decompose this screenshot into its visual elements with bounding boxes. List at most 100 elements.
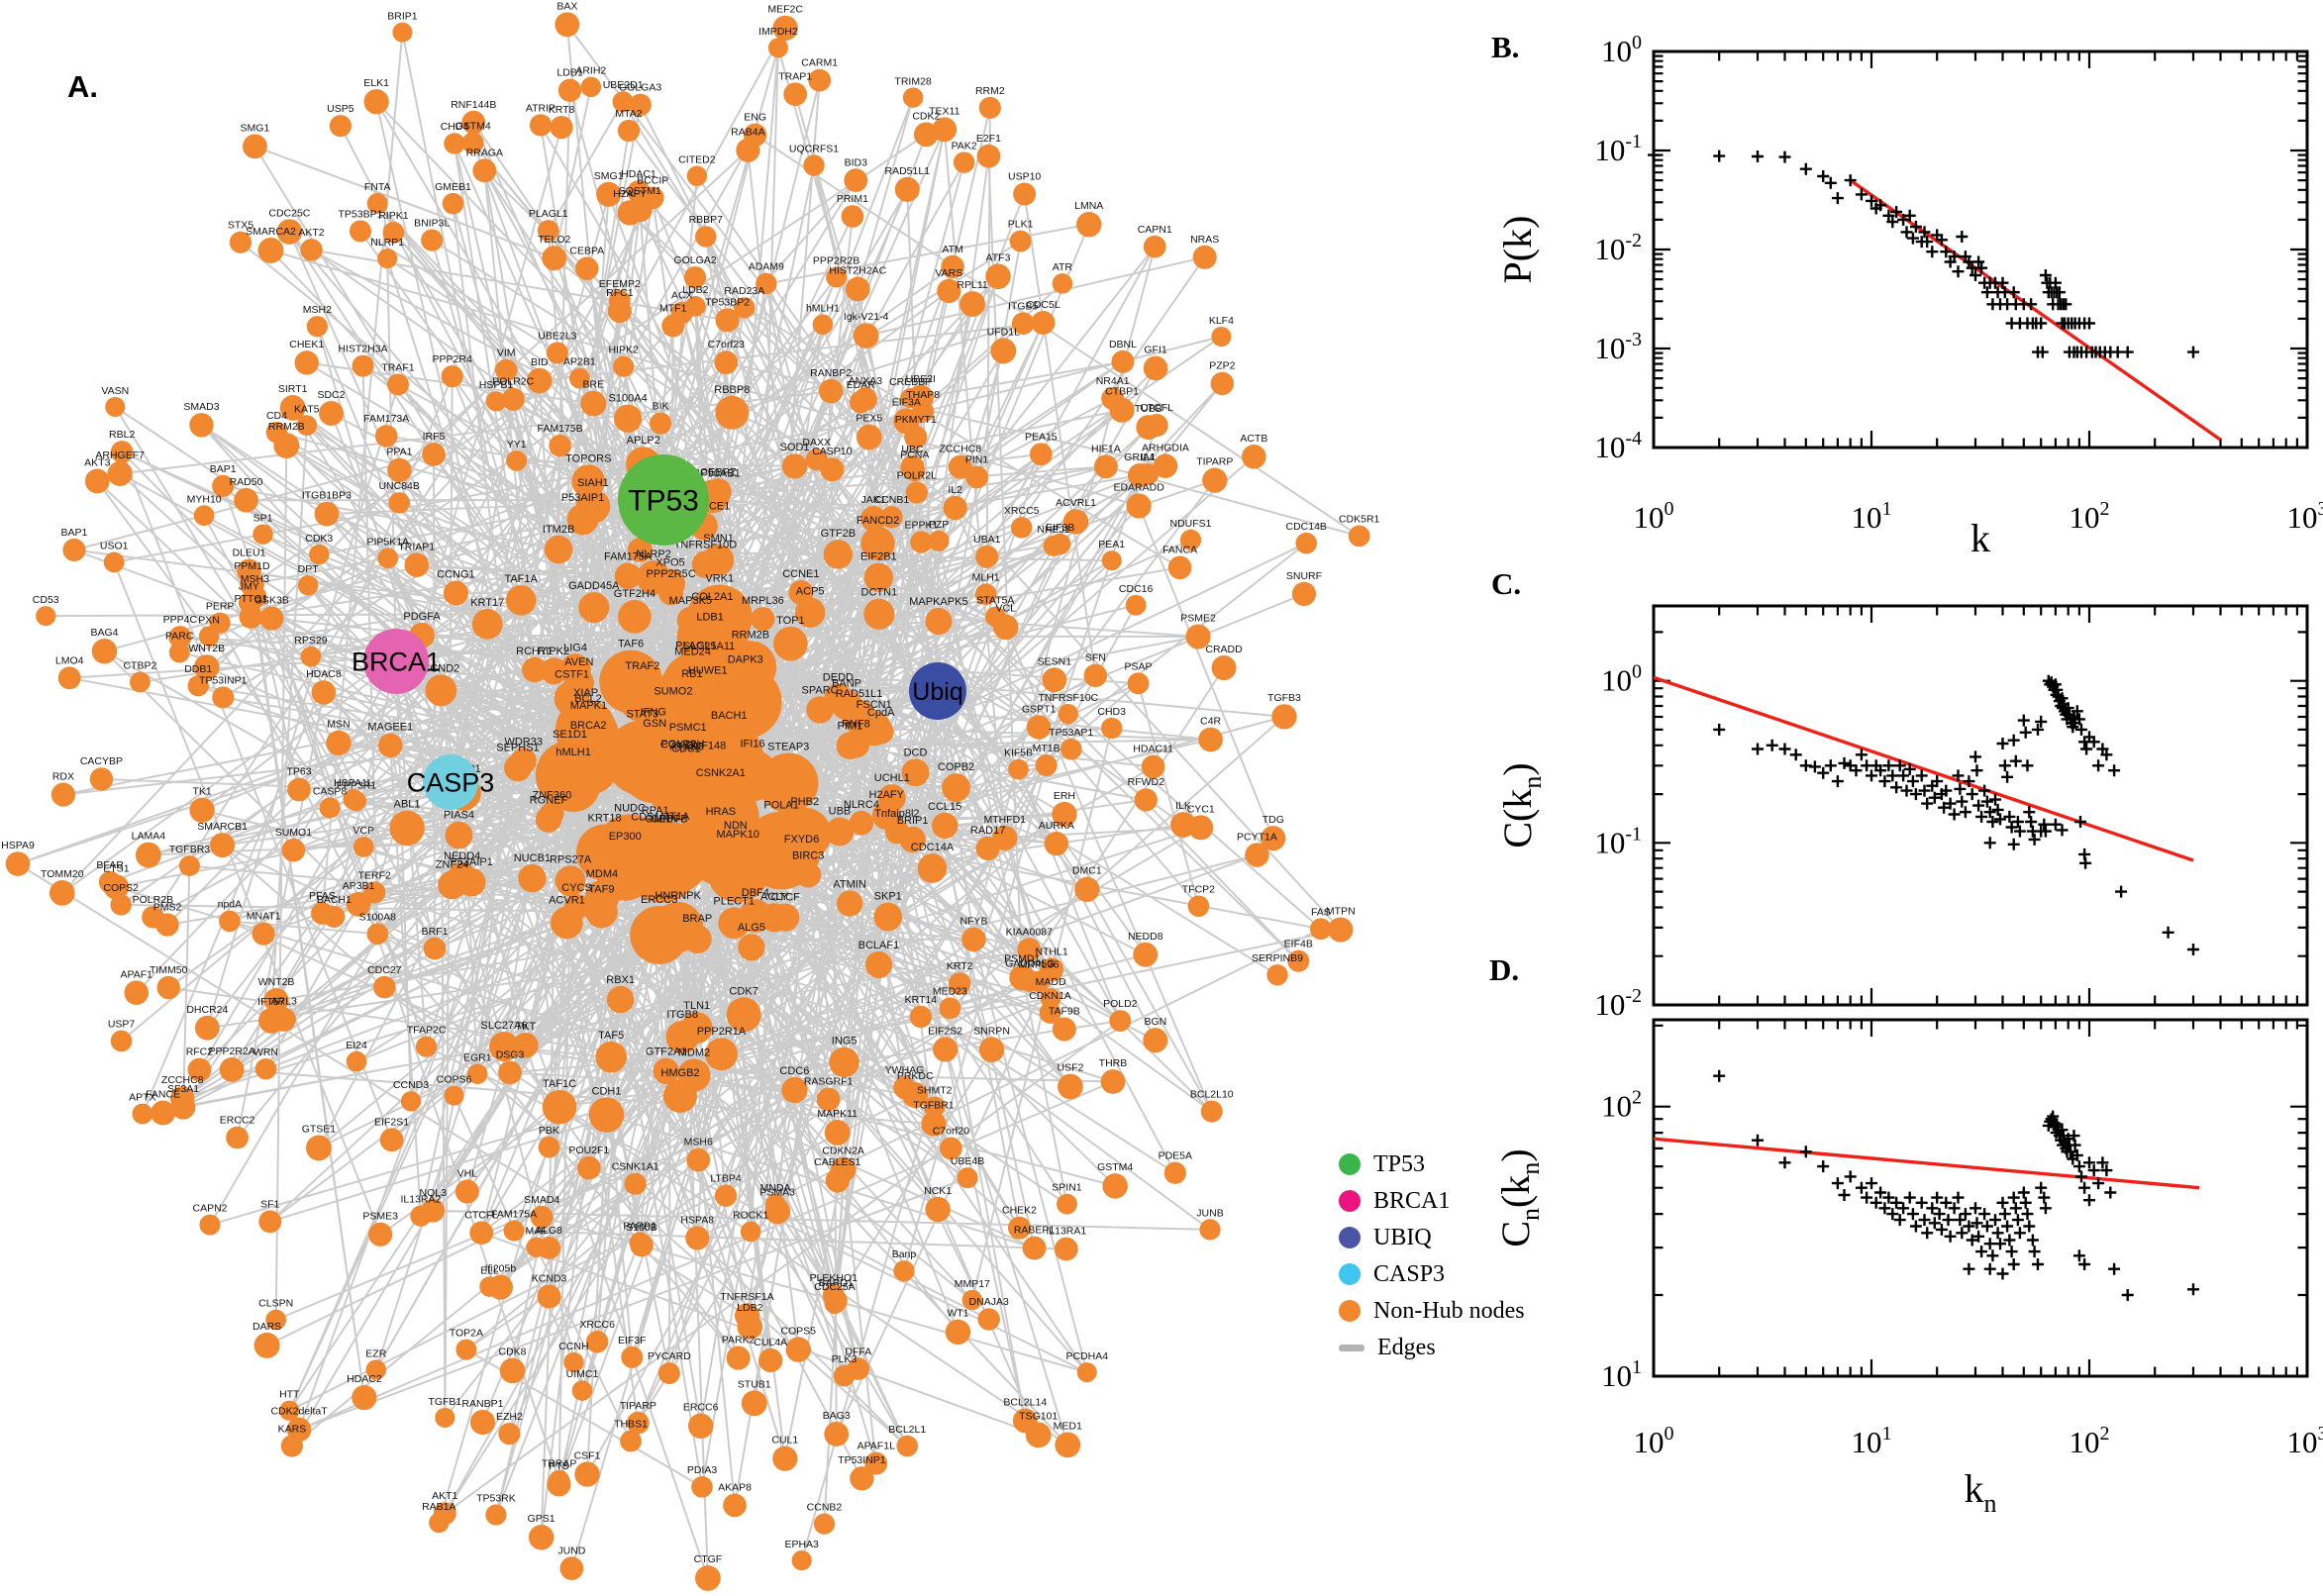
svg-text:PHB2: PHB2	[790, 796, 819, 808]
clustering-coefficient-chart: 100 10-1 10-2 C(kn)	[1495, 604, 2309, 1022]
hub-node-ubiq	[909, 662, 966, 720]
svg-text:LTBP4: LTBP4	[710, 1173, 741, 1185]
svg-text:MAPK10: MAPK10	[717, 829, 759, 841]
svg-text:PARC: PARC	[165, 631, 194, 643]
svg-text:TRRAP: TRRAP	[542, 1458, 577, 1470]
svg-text:GTF2H4: GTF2H4	[614, 588, 656, 600]
svg-text:IL2: IL2	[948, 484, 962, 496]
svg-text:ACLY: ACLY	[760, 891, 789, 903]
svg-text:CTCFL: CTCFL	[1140, 402, 1173, 414]
svg-text:NR4A1: NR4A1	[1096, 375, 1130, 387]
svg-text:PLAGL1: PLAGL1	[529, 208, 568, 220]
svg-text:CDS1: CDS1	[631, 812, 659, 824]
svg-text:NRAS: NRAS	[1190, 234, 1219, 246]
svg-text:DAPK3: DAPK3	[728, 653, 763, 665]
y-tick-label: 100	[1601, 32, 1642, 68]
svg-text:USF2: USF2	[1057, 1062, 1083, 1074]
svg-text:APTX: APTX	[129, 1092, 155, 1104]
svg-text:TAF9B: TAF9B	[1049, 1005, 1080, 1017]
svg-text:BRAP: BRAP	[682, 913, 712, 925]
x-tick-label: 101	[1852, 498, 1892, 535]
svg-text:JUNB: JUNB	[1196, 1207, 1223, 1219]
svg-text:CCNG1: CCNG1	[437, 569, 475, 581]
svg-text:BAG4: BAG4	[90, 627, 118, 639]
legend-item-brca1: BRCA1	[1339, 1187, 1525, 1215]
svg-text:SPARC: SPARC	[802, 684, 839, 696]
y-axis-title: Cn(kn)	[1493, 1148, 1545, 1247]
svg-text:IL4: IL4	[1141, 451, 1156, 463]
svg-text:NLRP2: NLRP2	[636, 549, 670, 560]
svg-text:ITM2B: ITM2B	[543, 524, 574, 536]
svg-text:RNF8: RNF8	[842, 719, 870, 731]
svg-text:CLSPN: CLSPN	[258, 1298, 293, 1310]
svg-text:RASGRF1: RASGRF1	[804, 1076, 854, 1088]
svg-text:SE1D1: SE1D1	[553, 729, 587, 741]
svg-text:TP53RK: TP53RK	[476, 1492, 516, 1504]
svg-text:PDGFA: PDGFA	[403, 611, 441, 623]
svg-text:HTT: HTT	[279, 1389, 300, 1401]
svg-text:MRPL36: MRPL36	[742, 595, 784, 607]
svg-text:TLN1: TLN1	[683, 1000, 710, 1012]
svg-text:COPS5: COPS5	[780, 1325, 816, 1337]
svg-text:BCLAF1: BCLAF1	[858, 940, 900, 951]
svg-text:TGFBR3: TGFBR3	[169, 844, 211, 855]
svg-text:FANCD2: FANCD2	[857, 515, 899, 527]
svg-text:PZP: PZP	[929, 519, 949, 531]
svg-text:AKT2: AKT2	[298, 227, 324, 239]
non-hub-nodes-group	[5, 12, 1370, 1591]
svg-text:PXN: PXN	[198, 614, 220, 626]
scatter-points	[1713, 1069, 2199, 1301]
svg-text:VCL: VCL	[996, 603, 1017, 615]
svg-text:RAB1A: RAB1A	[422, 1501, 455, 1513]
svg-text:EIF3F: EIF3F	[618, 1335, 647, 1347]
svg-text:AURKA: AURKA	[1039, 820, 1074, 832]
svg-text:RPL11: RPL11	[957, 279, 987, 291]
x-axis-title: k	[1970, 516, 1990, 560]
legend-label: Non-Hub nodes	[1373, 1298, 1525, 1324]
svg-text:USO1: USO1	[100, 541, 129, 552]
svg-text:TAF9: TAF9	[588, 884, 614, 896]
svg-text:BAG3: BAG3	[823, 1410, 851, 1422]
svg-text:SKP1: SKP1	[874, 891, 902, 903]
svg-text:TNFRSF10D: TNFRSF10D	[674, 539, 738, 550]
svg-text:CSNK1A1: CSNK1A1	[612, 1161, 659, 1173]
svg-text:RAD17: RAD17	[970, 825, 1005, 837]
svg-text:EZR: EZR	[365, 1347, 386, 1359]
svg-text:VCP: VCP	[353, 825, 374, 837]
svg-text:DHCR24: DHCR24	[186, 1004, 228, 1016]
svg-text:ABL1: ABL1	[394, 799, 421, 811]
svg-text:Igk-V21-4: Igk-V21-4	[844, 311, 889, 323]
hub-node-casp3	[423, 754, 478, 810]
svg-text:DBF4: DBF4	[742, 887, 769, 899]
svg-text:MSH3: MSH3	[241, 573, 269, 585]
svg-text:PSME2: PSME2	[1180, 612, 1216, 624]
svg-text:KCND3: KCND3	[532, 1273, 567, 1285]
svg-text:GSK3B: GSK3B	[254, 594, 289, 606]
svg-text:TP63: TP63	[286, 766, 311, 778]
svg-text:SQSTM1: SQSTM1	[619, 185, 661, 197]
svg-text:MED23: MED23	[933, 986, 967, 998]
svg-text:PARK2: PARK2	[722, 1335, 756, 1347]
svg-text:MAPK1: MAPK1	[570, 700, 607, 712]
svg-text:PPA1: PPA1	[386, 447, 412, 458]
svg-text:SMN1: SMN1	[703, 533, 734, 545]
svg-text:FAM175A: FAM175A	[604, 550, 653, 562]
svg-text:FAM175B: FAM175B	[538, 423, 583, 435]
svg-text:BARD1: BARD1	[819, 1277, 854, 1289]
svg-text:S100A8: S100A8	[359, 911, 397, 923]
svg-text:RBBP8: RBBP8	[714, 384, 750, 396]
svg-text:LDB1: LDB1	[696, 611, 724, 623]
svg-text:UQCRFS1: UQCRFS1	[789, 143, 839, 154]
svg-text:CDK8: CDK8	[499, 1347, 527, 1358]
svg-text:BCL2: BCL2	[574, 693, 602, 705]
svg-text:BFAR: BFAR	[96, 859, 124, 871]
x-axis-title: kn	[1965, 1466, 1997, 1518]
svg-text:EIF2S2: EIF2S2	[928, 1025, 962, 1037]
plot-frame	[1652, 50, 2309, 449]
svg-text:ILK: ILK	[1175, 800, 1191, 812]
svg-text:EIF4B: EIF4B	[1284, 939, 1313, 950]
svg-text:CEBPZ: CEBPZ	[700, 466, 737, 478]
svg-text:BRCA2: BRCA2	[570, 720, 607, 732]
svg-text:CSTF1: CSTF1	[555, 668, 589, 680]
svg-text:NDN: NDN	[724, 820, 748, 832]
